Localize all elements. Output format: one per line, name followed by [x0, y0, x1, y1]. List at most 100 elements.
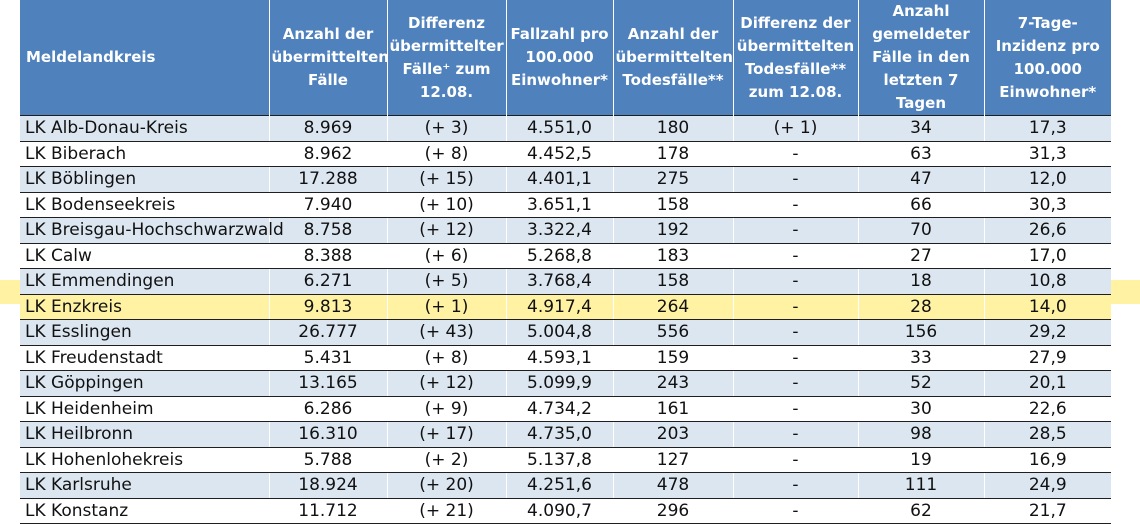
covid-table: Meldelandkreis Anzahl der übermittelten Fä… — [20, 0, 1111, 524]
header-line: zum 12.08. — [748, 82, 843, 101]
table-row: LK Bodenseekreis 7.940 (+ 10) 3.651,1 158-66… — [20, 192, 1111, 218]
table-row: LK Freudenstadt 5.431 (+ 8) 4.593,1 159-33 27… — [20, 345, 1111, 371]
header-fallzahl: Fallzahl pro 100.000 Einwohner* — [506, 0, 614, 116]
header-line: Differenz — [408, 13, 485, 32]
diff-todesfaelle-cell: - — [733, 396, 859, 422]
table-row: LK Biberach 8.962 (+ 8) 4.452,5 178-63 31,3 — [20, 141, 1111, 167]
diff-todesfaelle-cell: - — [733, 447, 859, 473]
diff-todesfaelle-cell: - — [733, 243, 859, 269]
table-row: LK Karlsruhe 18.924 (+ 20) 4.251,6 478-111 24… — [20, 472, 1111, 499]
diff-cell: (+ 10) — [387, 192, 507, 218]
faelle-7-tage-cell: 63 — [858, 141, 985, 167]
todesfaelle-cell: 478 — [613, 472, 734, 499]
todesfaelle-cell: 158 — [613, 192, 734, 218]
header-differenz-faelle: Differenz übermittelter Fälle⁺ zum 12.08. — [387, 0, 507, 116]
table-row: LK Hohenlohekreis 5.788 (+ 2) 5.137,8 127-19… — [20, 447, 1111, 473]
todesfaelle-cell: 180 — [613, 115, 734, 142]
header-line: Einwohner* — [510, 71, 608, 89]
header-line: Einwohner* — [999, 82, 1097, 101]
diff-todesfaelle-cell: - — [733, 370, 859, 397]
table-row: LK Calw 8.388 (+ 6) 5.268,8 183-27 17,0 — [20, 243, 1111, 269]
header-line: Anzahl der — [627, 25, 719, 43]
faelle-cell: 6.271 — [269, 268, 388, 295]
todesfaelle-cell: 183 — [613, 243, 734, 269]
diff-todesfaelle-cell: - — [733, 217, 859, 244]
name-cell: LK Karlsruhe — [20, 472, 270, 499]
name-cell: LK Biberach — [20, 141, 270, 167]
inzidenz-cell: 29,2 — [984, 319, 1111, 346]
diff-todesfaelle-cell: - — [733, 192, 859, 218]
header-line: Fallzahl pro — [510, 25, 609, 43]
diff-todesfaelle-cell: - — [733, 319, 859, 346]
header-faelle-7-tage: Anzahl gemeldeter Fälle in den letzten 7 Ta… — [858, 0, 985, 116]
table-row: LK Alb-Donau-Kreis 8.969 (+ 3) 4.551,0 180 (+… — [20, 115, 1111, 142]
header-row: Meldelandkreis Anzahl der übermittelten Fä… — [20, 0, 1111, 116]
faelle-7-tage-cell: 18 — [858, 268, 985, 295]
inzidenz-cell: 16,9 — [984, 447, 1111, 473]
diff-cell: (+ 8) — [387, 141, 507, 167]
fallzahl-cell: 4.551,0 — [506, 115, 614, 142]
faelle-cell: 9.813 — [269, 294, 388, 320]
todesfaelle-cell: 127 — [613, 447, 734, 473]
inzidenz-cell: 22,6 — [984, 396, 1111, 422]
inzidenz-cell: 20,1 — [984, 370, 1111, 397]
diff-cell: (+ 8) — [387, 345, 507, 371]
header-differenz-todesfaelle: Differenz der übermittelten Todesfälle** zu… — [733, 0, 859, 116]
fallzahl-cell: 3.651,1 — [506, 192, 614, 218]
fallzahl-cell: 4.734,2 — [506, 396, 614, 422]
table-row: LK Heidenheim 6.286 (+ 9) 4.734,2 161-30 22,6 — [20, 396, 1111, 422]
header-meldelandkreis: Meldelandkreis — [20, 0, 270, 116]
table-row: LK Heilbronn 16.310 (+ 17) 4.735,0 203-98 28,… — [20, 421, 1111, 448]
faelle-cell: 5.431 — [269, 345, 388, 371]
faelle-cell: 6.286 — [269, 396, 388, 422]
faelle-7-tage-cell: 62 — [858, 498, 985, 524]
fallzahl-cell: 5.137,8 — [506, 447, 614, 473]
diff-todesfaelle-cell: - — [733, 294, 859, 320]
todesfaelle-cell: 275 — [613, 166, 734, 193]
header-line: 100.000 — [1013, 59, 1082, 78]
diff-cell: (+ 12) — [387, 217, 507, 244]
header-line: Inzidenz pro — [995, 36, 1100, 55]
diff-todesfaelle-cell: - — [733, 268, 859, 295]
diff-cell: (+ 3) — [387, 115, 507, 142]
inzidenz-cell: 12,0 — [984, 166, 1111, 193]
todesfaelle-cell: 192 — [613, 217, 734, 244]
faelle-cell: 16.310 — [269, 421, 388, 448]
faelle-cell: 8.969 — [269, 115, 388, 142]
faelle-cell: 13.165 — [269, 370, 388, 397]
header-line: 7-Tage- — [1017, 13, 1078, 32]
fallzahl-cell: 4.452,5 — [506, 141, 614, 167]
todesfaelle-cell: 178 — [613, 141, 734, 167]
inzidenz-cell: 28,5 — [984, 421, 1111, 448]
fallzahl-cell: 4.735,0 — [506, 421, 614, 448]
diff-todesfaelle-cell: - — [733, 472, 859, 499]
header-line: übermittelter — [389, 36, 504, 55]
faelle-cell: 26.777 — [269, 319, 388, 346]
header-line: Differenz der — [740, 13, 851, 32]
faelle-cell: 8.388 — [269, 243, 388, 269]
header-anzahl-faelle: Anzahl der übermittelten Fälle — [269, 0, 389, 116]
name-cell: LK Hohenlohekreis — [20, 447, 270, 473]
diff-cell: (+ 12) — [387, 370, 507, 397]
diff-todesfaelle-cell: - — [733, 166, 859, 193]
header-line: letzten 7 Tagen — [883, 71, 959, 112]
header-line: Todesfälle** — [744, 59, 847, 78]
faelle-7-tage-cell: 70 — [858, 217, 985, 244]
diff-cell: (+ 1) — [387, 294, 507, 320]
fallzahl-cell: 5.099,9 — [506, 370, 614, 397]
table-row: LK Emmendingen 6.271 (+ 5) 3.768,4 158-18 10,… — [20, 268, 1111, 295]
todesfaelle-cell: 161 — [613, 396, 734, 422]
diff-todesfaelle-cell: - — [733, 345, 859, 371]
header-line: 12.08. — [419, 82, 474, 101]
diff-cell: (+ 9) — [387, 396, 507, 422]
name-cell: LK Breisgau-Hochschwarzwald — [20, 217, 284, 244]
faelle-7-tage-cell: 47 — [858, 166, 985, 193]
table-row: LK Esslingen 26.777 (+ 43) 5.004,8 556-156 29… — [20, 319, 1111, 346]
diff-cell: (+ 21) — [387, 498, 507, 524]
diff-cell: (+ 15) — [387, 166, 507, 193]
name-cell: LK Emmendingen — [20, 268, 270, 295]
todesfaelle-cell: 296 — [613, 498, 734, 524]
diff-todesfaelle-cell: (+ 1) — [733, 115, 859, 142]
faelle-7-tage-cell: 111 — [858, 472, 985, 499]
